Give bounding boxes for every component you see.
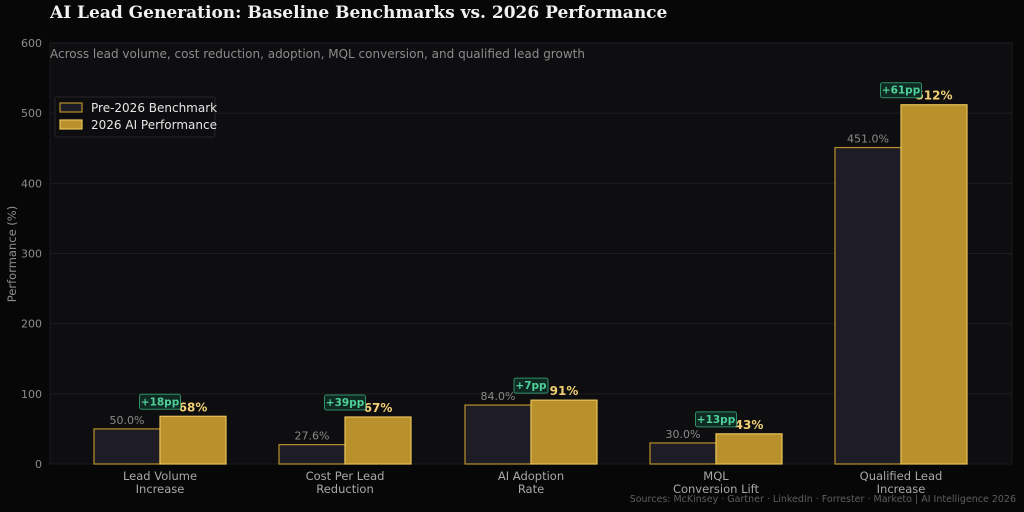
x-tick-label-line: Conversion Lift (673, 482, 760, 496)
benchmark-value-label: 451.0% (847, 133, 889, 146)
legend-box (54, 96, 216, 138)
bars (93, 104, 968, 465)
y-tick-label: 600 (21, 37, 42, 50)
benchmark-value-label: 27.6% (295, 430, 330, 443)
y-tick-label: 200 (21, 318, 42, 331)
bar-ai-performance (900, 104, 968, 465)
x-tick-label: Cost Per Lead Reduction (306, 469, 385, 496)
ai-value-label: 68% (179, 400, 208, 414)
bar-ai-performance (715, 433, 783, 465)
benchmark-value-label: 50.0% (110, 414, 145, 427)
x-tick-label-line: Qualified Lead (860, 469, 943, 483)
ai-value-label: 512% (915, 89, 952, 103)
x-tick-label: MQL Conversion Lift (673, 469, 760, 496)
delta-badge (139, 393, 181, 410)
bar-benchmark (649, 442, 717, 465)
x-tick-label-line: Increase (877, 482, 926, 496)
y-axis-label: Performance (%) (5, 206, 19, 302)
x-tick-label-line: Reduction (316, 482, 374, 496)
ai-value-label: 91% (550, 384, 579, 398)
delta-label: +18pp (141, 396, 180, 408)
bar-ai-performance (530, 399, 598, 465)
x-tick-label-line: Rate (518, 482, 544, 496)
y-tick-label: 100 (21, 388, 42, 401)
ai-value-label: 67% (364, 401, 393, 415)
legend-swatch-benchmark (59, 102, 83, 113)
x-tick-label-line: MQL (703, 469, 729, 483)
bar-labels: 50.0% 68%+18pp 27.6% 67%+39pp 84.0% 91%+7pp 30… (110, 82, 953, 443)
delta-badge (695, 411, 737, 428)
ai-value-label: 43% (735, 418, 764, 432)
x-tick-label-line: Lead Volume (123, 469, 197, 483)
legend-swatch-ai (59, 119, 83, 130)
delta-label: +39pp (326, 397, 365, 409)
delta-label: +13pp (697, 414, 736, 426)
chart-subtitle: Across lead volume, cost reduction, adop… (50, 47, 585, 61)
x-tick-label: AI Adoption Rate (498, 469, 564, 496)
y-axis-ticks: 0 100 200 300 400 500 600 (21, 37, 42, 471)
benchmark-value-label: 30.0% (666, 428, 701, 441)
benchmark-value-label: 84.0% (481, 390, 516, 403)
delta-label: +7pp (515, 380, 547, 392)
bar-ai-performance (159, 415, 227, 465)
chart-title: AI Lead Generation: Baseline Benchmarks … (50, 3, 668, 23)
bar-ai-performance (344, 416, 412, 465)
x-tick-label: Qualified Lead Increase (860, 469, 943, 496)
bar-benchmark (278, 444, 346, 465)
x-tick-label-line: AI Adoption (498, 469, 564, 483)
y-tick-label: 500 (21, 107, 42, 120)
legend: Pre-2026 Benchmark 2026 AI Performance (54, 96, 217, 138)
x-tick-label-line: Cost Per Lead (306, 469, 385, 483)
delta-badge (880, 82, 922, 99)
legend-label-benchmark: Pre-2026 Benchmark (91, 101, 217, 115)
source-note: Sources: McKinsey · Gartner · LinkedIn ·… (629, 494, 1016, 505)
y-tick-label: 0 (35, 458, 42, 471)
legend-label-ai: 2026 AI Performance (91, 118, 217, 132)
x-tick-label: Lead Volume Increase (123, 469, 197, 496)
bar-benchmark (464, 404, 532, 465)
delta-label: +61pp (882, 85, 921, 97)
y-tick-label: 400 (21, 177, 42, 190)
y-tick-label: 300 (21, 248, 42, 261)
x-tick-label-line: Increase (136, 482, 185, 496)
bar-benchmark (93, 428, 161, 465)
delta-badge (324, 394, 366, 411)
bar-benchmark (834, 146, 902, 465)
delta-badge (513, 377, 549, 394)
